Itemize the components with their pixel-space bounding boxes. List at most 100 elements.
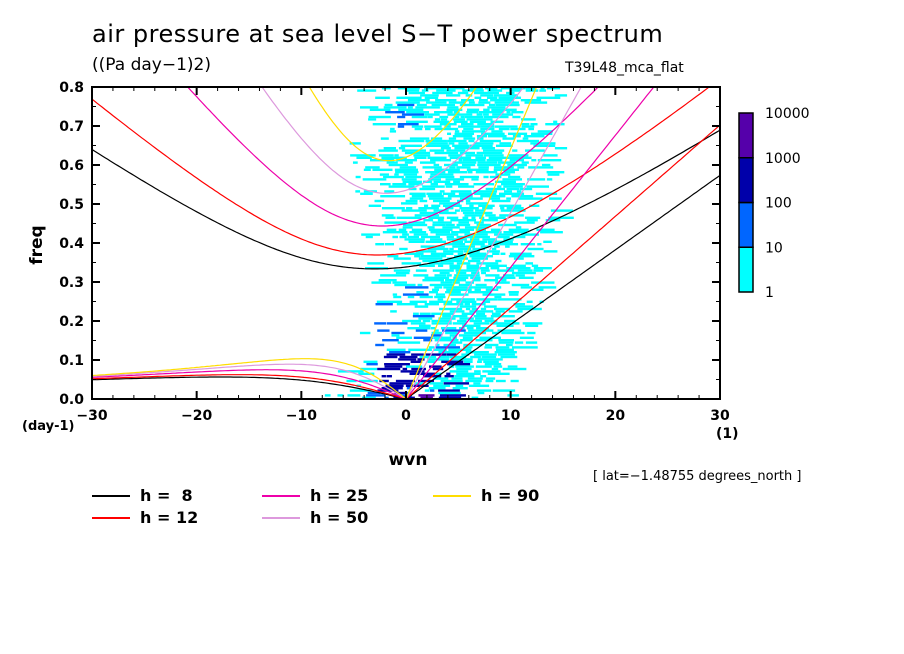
heatmap-cell (536, 96, 561, 99)
heatmap-cell (411, 353, 424, 356)
heatmap-cell (394, 154, 399, 157)
heatmap-cell (511, 271, 536, 275)
heatmap-cell (529, 204, 540, 207)
heatmap-cell (442, 315, 452, 318)
heatmap-cell (531, 132, 553, 135)
heatmap-cell (464, 303, 471, 306)
heatmap-cell (430, 183, 438, 186)
heatmap-cell (452, 240, 464, 243)
heatmap-cell (554, 147, 568, 150)
heatmap-cell (425, 353, 447, 356)
heatmap-cell (446, 288, 472, 291)
heatmap-cell (428, 387, 446, 390)
heatmap-cell (473, 382, 481, 385)
heatmap-cell (449, 355, 467, 359)
heatmap-cell (428, 291, 438, 294)
heatmap-cell (381, 87, 391, 90)
heatmap-cell (449, 156, 472, 159)
heatmap-cell (546, 171, 565, 174)
heatmap-cell (432, 288, 440, 291)
heatmap-cell (526, 300, 533, 303)
heatmap-cell (495, 281, 510, 284)
heatmap-cell (384, 103, 393, 107)
heatmap-cell (465, 199, 471, 203)
heatmap-cell (481, 271, 487, 275)
heatmap-cell (375, 343, 385, 347)
heatmap-cell (458, 283, 472, 287)
heatmap-cell (448, 142, 455, 145)
heatmap-cell (379, 173, 389, 176)
heatmap-cell (411, 228, 423, 231)
heatmap-cell (469, 319, 483, 323)
heatmap-cell (352, 161, 358, 164)
heatmap-cell (515, 226, 522, 229)
heatmap-cell (511, 322, 520, 325)
heatmap-cell (381, 156, 407, 159)
heatmap-cell (504, 171, 515, 174)
heatmap-cell (425, 127, 431, 131)
heatmap-cell (498, 192, 525, 195)
heatmap-cell (480, 195, 506, 198)
heatmap-cell (369, 108, 391, 111)
heatmap-cell (446, 216, 459, 219)
dispersion-curves (93, 87, 720, 399)
heatmap-cell (491, 199, 511, 203)
heatmap-cell (487, 240, 513, 243)
heatmap-cell (498, 298, 522, 301)
heatmap-cell (456, 372, 481, 375)
heatmap-cell (492, 252, 500, 255)
heatmap-cell (409, 300, 427, 303)
y-tick-labels: 0.0 0.1 0.2 0.3 0.4 0.5 0.6 0.7 0.8 (59, 80, 84, 408)
heatmap-cell (478, 101, 491, 104)
heatmap-cell (475, 156, 487, 159)
heatmap-cell (429, 389, 435, 392)
heatmap-cell (460, 209, 474, 212)
heatmap-cell (411, 125, 424, 128)
heatmap-cell (435, 372, 442, 375)
heatmap-cell (459, 207, 479, 210)
dispersion-curve-h8 (405, 174, 720, 399)
heatmap-cell (483, 115, 509, 119)
heatmap-cell (396, 159, 417, 162)
heatmap-cell (439, 115, 449, 119)
heatmap-cell (543, 240, 552, 243)
heatmap-cell (470, 87, 483, 90)
heatmap-cell (443, 303, 464, 306)
heatmap-cell (359, 379, 378, 383)
heatmap-cell (403, 173, 418, 176)
heatmap-cell (383, 355, 398, 359)
heatmap-cell (417, 358, 425, 361)
heatmap-cell (548, 216, 574, 219)
heatmap-cell (454, 130, 460, 133)
heatmap-cell (465, 202, 489, 205)
heatmap-cell (459, 175, 479, 179)
heatmap-cell (474, 288, 481, 291)
heatmap-cell (360, 192, 373, 195)
heatmap-cell (482, 149, 505, 152)
heatmap-cell (449, 247, 454, 251)
heatmap-cell (415, 269, 427, 272)
heatmap-cell (412, 315, 435, 318)
heatmap-cell (386, 228, 397, 231)
heatmap-cell (481, 132, 505, 135)
heatmap-cell (485, 214, 496, 217)
heatmap-cell (466, 108, 480, 111)
heatmap-cell (527, 247, 544, 251)
heatmap-cell (472, 279, 481, 282)
heatmap-cell (372, 168, 393, 171)
heatmap-cell (432, 199, 450, 203)
heatmap-cell (407, 99, 430, 102)
heatmap-cell (476, 262, 499, 265)
heatmap-cell (386, 322, 408, 325)
heatmap-cell (497, 269, 515, 272)
heatmap-cell (394, 168, 418, 171)
heatmap-cell (409, 192, 426, 195)
heatmap-cell (431, 312, 455, 315)
heatmap-cell (509, 293, 519, 296)
heatmap-cell (443, 250, 464, 253)
heatmap-cell (477, 137, 484, 140)
heatmap-cell (469, 238, 480, 241)
heatmap-cell (518, 197, 543, 200)
heatmap-cell (484, 363, 502, 366)
heatmap-cell (389, 382, 412, 385)
